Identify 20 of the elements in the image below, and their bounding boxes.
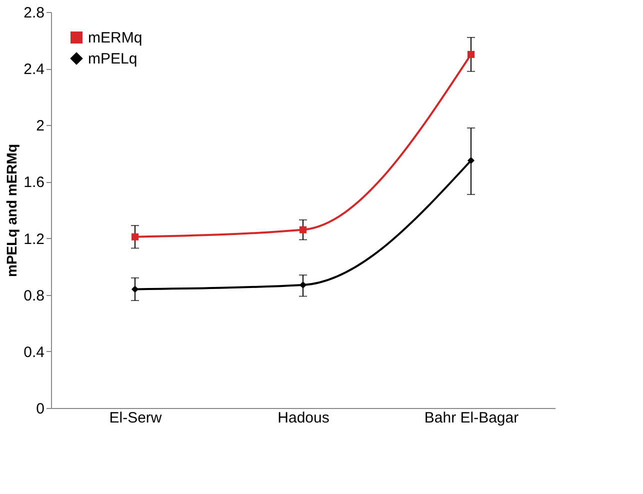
y-tick-label: 0.4 (24, 344, 44, 361)
y-tick-label: 0 (36, 400, 44, 418)
y-tick-label: 2.4 (24, 61, 44, 78)
x-tick-label: Bahr El-Bagar (424, 410, 519, 426)
point (467, 50, 475, 58)
legend-label: mPELq (88, 50, 138, 68)
y-axis-title: mPELq and mERMq (4, 144, 20, 278)
y-tick-label: 1.2 (24, 230, 44, 248)
point (131, 286, 139, 293)
legend-label: mERMq (88, 30, 142, 46)
point (131, 233, 139, 240)
point (467, 156, 475, 164)
y-tick-label: 1.6 (24, 174, 44, 192)
y-tick-label: 0.8 (24, 287, 44, 304)
point (299, 226, 307, 234)
x-tick-label: El-Serw (109, 410, 162, 426)
y-tick-label: 2 (36, 118, 44, 135)
x-tick-label: Hadous (278, 410, 330, 426)
point (299, 281, 307, 288)
y-tick-label: 2.8 (24, 4, 44, 22)
